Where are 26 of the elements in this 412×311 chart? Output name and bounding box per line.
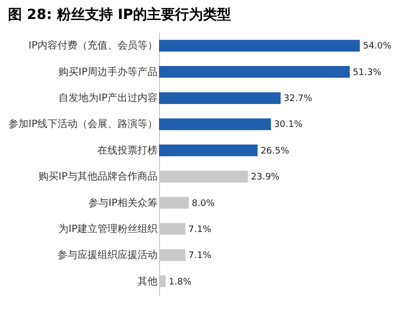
data-label: 54.0% [362,42,392,52]
data-label: 32.7% [284,94,313,104]
y-tick-label: IP内容付费（充值、会员等） [28,40,158,52]
bar [159,40,360,52]
data-label: 7.1% [188,224,212,235]
data-label: 30.1% [274,120,303,130]
y-tick-label: 为IP建立管理粉丝组织 [58,222,158,235]
y-tick-label: 在线投票打榜 [98,144,158,156]
y-tick-label: 参与应援组织应援活动 [58,249,158,262]
data-label: 51.3% [352,68,382,78]
data-label: 7.1% [188,251,212,262]
data-label: 23.9% [250,172,280,183]
y-tick-label: 参加IP线下活动（会展、路演等） [8,118,158,130]
bar [159,144,258,156]
data-label: 26.5% [260,146,290,156]
chart-title: 图 28: 粉丝支持 IP的主要行为类型 [8,6,232,23]
bar [159,92,281,104]
y-tick-label: 参与IP相关众筹 [88,196,158,209]
data-label: 1.8% [168,277,192,288]
y-tick-label: 自发地为IP产出过内容 [58,92,158,104]
bar [159,118,271,130]
y-tick-label: 其他 [138,275,158,288]
y-tick-label: 购买IP与其他品牌合作商品 [38,170,158,183]
y-tick-label: 购买IP周边手办等产品 [58,66,158,78]
bar [159,66,350,78]
data-label: 8.0% [192,198,216,209]
